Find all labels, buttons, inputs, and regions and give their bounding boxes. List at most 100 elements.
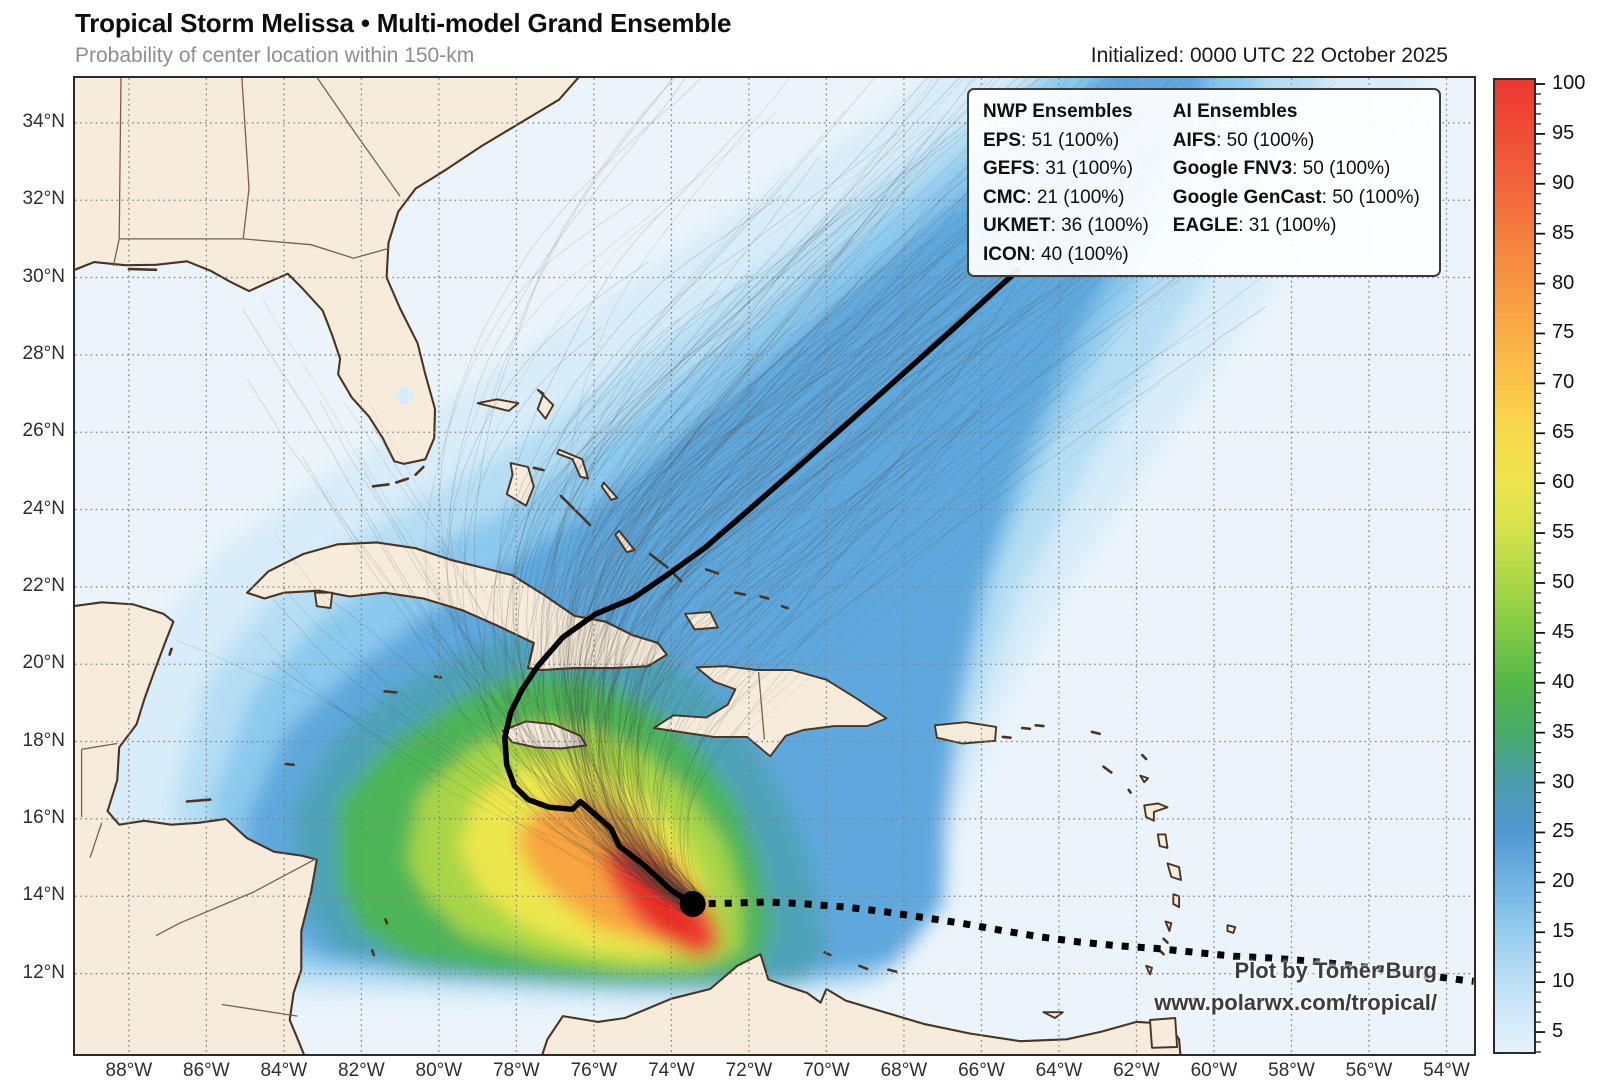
member-track <box>608 399 759 907</box>
member-track <box>565 298 752 898</box>
member-track <box>555 24 1041 900</box>
member-track <box>636 236 1036 900</box>
member-track <box>368 401 694 901</box>
member-track <box>629 373 930 904</box>
member-track <box>678 369 1002 906</box>
islet-dash <box>705 568 720 575</box>
legend-entry: ICON: 40 (100%) <box>983 243 1129 265</box>
member-track <box>569 40 970 908</box>
member-track <box>517 290 721 909</box>
member-track <box>607 258 931 903</box>
member-track <box>631 402 895 915</box>
member-track <box>612 300 887 915</box>
member-track <box>600 325 942 905</box>
colorbar-tick-label: 100 <box>1552 71 1586 94</box>
member-track <box>618 408 967 898</box>
member-track <box>608 238 1010 906</box>
member-track <box>630 315 964 911</box>
page-subtitle: Probability of center location within 15… <box>75 44 475 67</box>
member-track <box>597 56 1059 898</box>
land-polygon <box>1145 964 1153 976</box>
member-track <box>532 24 1121 900</box>
y-tick-label: 14°N <box>22 884 65 906</box>
land-polygon <box>505 462 535 507</box>
x-tick-label: 76°W <box>570 1060 618 1081</box>
member-track <box>602 152 1059 903</box>
member-track <box>626 302 1032 909</box>
member-track <box>659 374 1149 909</box>
legend-entry: Google GenCast: 50 (100%) <box>1172 186 1420 208</box>
member-track <box>493 195 782 910</box>
member-track <box>655 253 1124 915</box>
colorbar-tick-label: 65 <box>1552 421 1575 444</box>
member-track <box>608 200 1037 906</box>
member-track <box>566 106 1064 911</box>
member-track <box>553 47 816 901</box>
colorbar-tick-label: 5 <box>1552 1020 1564 1043</box>
member-track <box>634 464 887 903</box>
land-polygon <box>476 398 520 412</box>
member-track <box>653 465 894 898</box>
member-track <box>647 222 1252 909</box>
member-track <box>537 123 908 913</box>
member-track <box>576 232 1018 900</box>
islet-dash <box>1020 726 1032 731</box>
land-polygon <box>1149 1017 1179 1049</box>
colorbar-tick-label: 15 <box>1552 920 1575 943</box>
land-polygon <box>71 67 588 465</box>
islet-dash <box>1102 765 1113 774</box>
member-track <box>602 263 972 907</box>
member-track <box>504 157 819 915</box>
member-track <box>599 211 1075 898</box>
colorbar-tick-label: 70 <box>1552 371 1575 394</box>
member-track <box>176 640 693 909</box>
probability-band <box>624 865 695 943</box>
islet-dash <box>1034 724 1045 728</box>
member-track <box>565 374 760 897</box>
member-track <box>576 373 961 915</box>
member-track <box>526 24 1011 898</box>
member-track <box>583 270 1092 910</box>
colorbar-tick-label: 55 <box>1552 521 1575 544</box>
political-border <box>310 68 401 197</box>
attribution-author: Plot by Tomer Burg <box>1234 958 1438 983</box>
x-tick-label: 84°W <box>260 1060 308 1081</box>
land-polygon <box>1164 920 1173 932</box>
member-track <box>262 298 690 908</box>
member-track <box>246 377 704 902</box>
member-track <box>597 349 981 912</box>
member-track <box>366 673 693 916</box>
islet-dash <box>648 552 669 569</box>
member-track <box>281 584 693 899</box>
member-track <box>274 533 688 896</box>
member-track <box>607 374 954 900</box>
islet-dash <box>1162 937 1169 944</box>
member-track <box>258 630 692 894</box>
land-polygon <box>313 591 334 610</box>
member-track <box>615 279 1180 896</box>
member-track <box>567 26 1050 894</box>
member-track <box>687 206 1258 898</box>
member-track <box>598 494 828 912</box>
member-track <box>686 167 1102 912</box>
member-track <box>658 216 1343 905</box>
member-track <box>573 215 988 911</box>
islet-dash <box>414 465 425 476</box>
political-border <box>89 822 103 858</box>
colorbar-tick-label: 80 <box>1552 271 1575 294</box>
y-tick-label: 30°N <box>22 265 65 287</box>
member-track <box>445 113 775 905</box>
islet-dash <box>168 647 173 656</box>
land-polygon <box>536 388 555 420</box>
islet-dash <box>284 762 295 767</box>
legend-column: NWP Ensembles EPS: 51 (100%) GEFS: 31 (100… <box>983 98 1149 267</box>
x-tick-label: 70°W <box>803 1060 850 1081</box>
member-track <box>603 359 1005 894</box>
islet-dash <box>1127 788 1132 794</box>
member-track <box>661 474 885 901</box>
member-track <box>634 182 1098 902</box>
member-track <box>635 362 1077 913</box>
member-track <box>425 200 704 908</box>
islet-dash <box>887 968 898 973</box>
